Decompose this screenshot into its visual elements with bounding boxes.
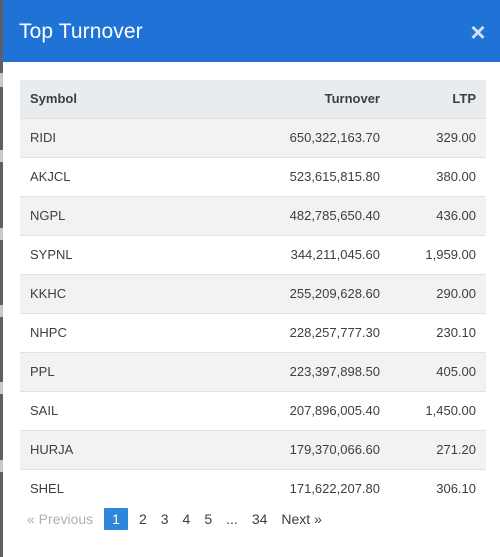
turnover-cell: 523,615,815.80 [289, 169, 380, 184]
symbol-cell: NHPC [30, 325, 67, 340]
modal-title: Top Turnover [19, 20, 143, 43]
symbol-cell: RIDI [30, 130, 56, 145]
table-row: KKHC 255,209,628.60 290.00 [20, 274, 486, 313]
ltp-cell: 290.00 [436, 286, 476, 301]
table-row: SAIL 207,896,005.40 1,450.00 [20, 391, 486, 430]
table-row: SHEL 171,622,207.80 306.10 [20, 469, 486, 508]
symbol-cell: PPL [30, 364, 55, 379]
backdrop-fragment [0, 150, 4, 162]
turnover-cell: 650,322,163.70 [289, 130, 380, 145]
ltp-cell: 306.10 [436, 481, 476, 497]
table-header-row: Symbol Turnover LTP [20, 80, 486, 118]
top-turnover-modal: Top Turnover × Symbol Turnover LTP RIDI … [3, 0, 500, 557]
table-row: PPL 223,397,898.50 405.00 [20, 352, 486, 391]
backdrop-fragment [0, 228, 4, 240]
modal-header: Top Turnover × [3, 0, 500, 62]
pagination-ellipsis: ... [226, 511, 238, 527]
turnover-cell: 255,209,628.60 [289, 286, 380, 301]
pagination-page-3[interactable]: 3 [160, 511, 169, 527]
table-row: AKJCL 523,615,815.80 380.00 [20, 157, 486, 196]
ltp-cell: 1,450.00 [425, 403, 476, 418]
turnover-table: Symbol Turnover LTP RIDI 650,322,163.70 … [20, 80, 486, 508]
table-row: HURJA 179,370,066.60 271.20 [20, 430, 486, 469]
turnover-cell: 171,622,207.80 [289, 481, 380, 497]
symbol-cell: KKHC [30, 286, 67, 301]
pagination-page-2[interactable]: 2 [138, 511, 147, 527]
turnover-cell: 207,896,005.40 [289, 403, 380, 418]
pagination-previous-button[interactable]: « Previous [27, 511, 94, 527]
turnover-table-container: Symbol Turnover LTP RIDI 650,322,163.70 … [20, 80, 486, 508]
symbol-cell: NGPL [30, 208, 66, 223]
ltp-cell: 405.00 [436, 364, 476, 379]
table-row: NGPL 482,785,650.40 436.00 [20, 196, 486, 235]
symbol-cell: AKJCL [30, 169, 71, 184]
turnover-cell: 223,397,898.50 [289, 364, 380, 379]
table-row: SYPNL 344,211,045.60 1,959.00 [20, 235, 486, 274]
pagination-page-5[interactable]: 5 [204, 511, 213, 527]
column-header-ltp[interactable]: LTP [452, 91, 476, 107]
backdrop-fragment [0, 382, 4, 394]
symbol-cell: SHEL [30, 481, 64, 497]
ltp-cell: 230.10 [436, 325, 476, 340]
backdrop-fragment [0, 305, 4, 317]
column-header-turnover[interactable]: Turnover [324, 91, 380, 107]
turnover-cell: 179,370,066.60 [289, 442, 380, 457]
ltp-cell: 380.00 [436, 169, 476, 184]
pagination-page-1[interactable]: 1 [104, 508, 128, 530]
table-row: NHPC 228,257,777.30 230.10 [20, 313, 486, 352]
backdrop-fragment [0, 460, 4, 472]
turnover-cell: 482,785,650.40 [289, 208, 380, 223]
pagination-page-4[interactable]: 4 [182, 511, 191, 527]
ltp-cell: 1,959.00 [425, 247, 476, 262]
pagination-page-34[interactable]: 34 [251, 511, 268, 527]
ltp-cell: 436.00 [436, 208, 476, 223]
close-icon[interactable]: × [470, 17, 486, 47]
ltp-cell: 271.20 [436, 442, 476, 457]
pagination-next-button[interactable]: Next » [281, 511, 322, 527]
symbol-cell: HURJA [30, 442, 74, 457]
ltp-cell: 329.00 [436, 130, 476, 145]
table-row: RIDI 650,322,163.70 329.00 [20, 118, 486, 157]
turnover-cell: 344,211,045.60 [290, 247, 380, 262]
pagination: « Previous 1 2 3 4 5 ... 34 Next » [20, 508, 329, 530]
symbol-cell: SAIL [30, 403, 59, 418]
turnover-cell: 228,257,777.30 [289, 325, 380, 340]
backdrop-fragment [0, 73, 4, 87]
column-header-symbol[interactable]: Symbol [30, 91, 77, 107]
symbol-cell: SYPNL [30, 247, 73, 262]
